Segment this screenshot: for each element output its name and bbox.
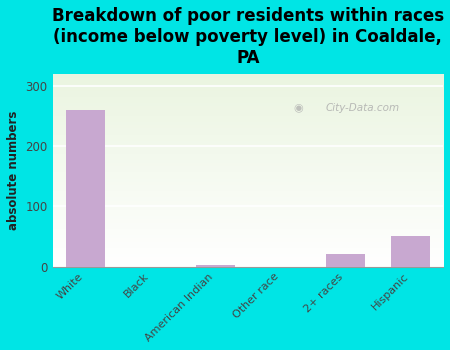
Y-axis label: absolute numbers: absolute numbers	[7, 110, 20, 230]
Bar	[391, 236, 430, 266]
Bar	[326, 254, 365, 266]
Text: City-Data.com: City-Data.com	[326, 103, 400, 113]
Bar	[66, 110, 105, 266]
Title: Breakdown of poor residents within races
(income below poverty level) in Coaldal: Breakdown of poor residents within races…	[52, 7, 444, 66]
Text: ◉: ◉	[294, 103, 303, 113]
Bar	[196, 265, 235, 266]
